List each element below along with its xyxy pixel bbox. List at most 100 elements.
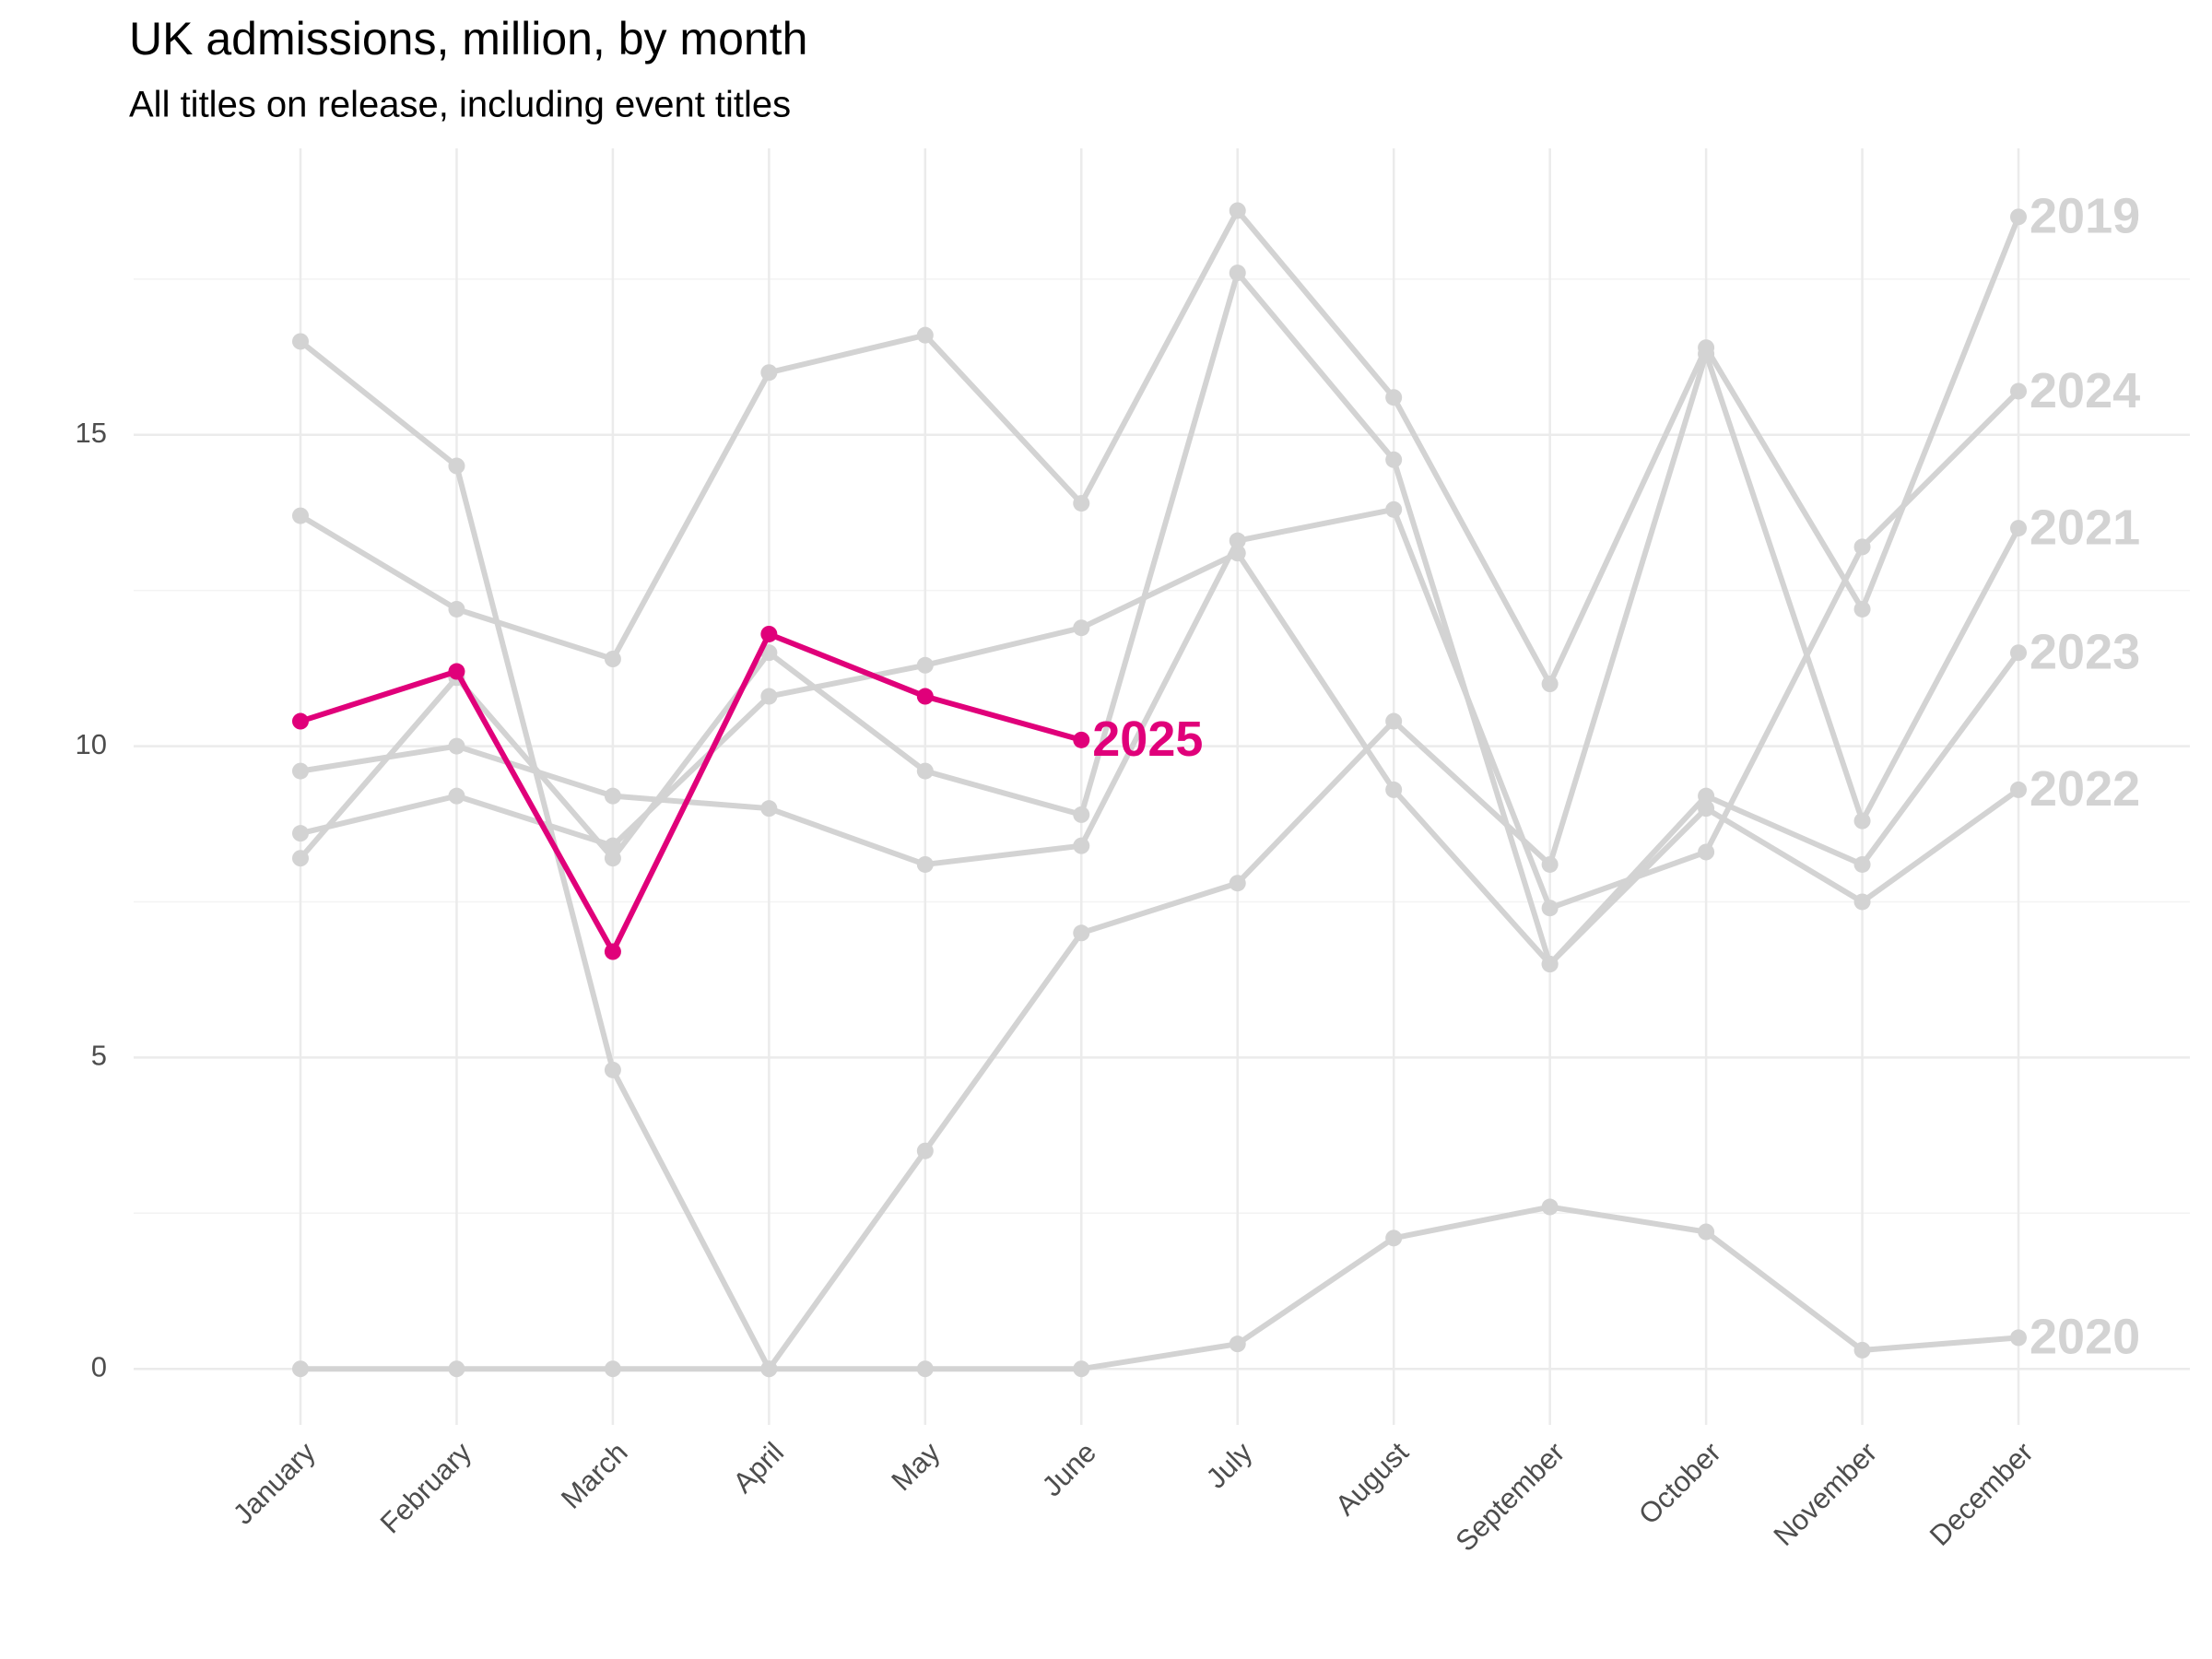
point <box>292 712 309 730</box>
point <box>292 762 309 780</box>
point <box>1385 781 1403 798</box>
plot: 2019 2020 2021 2022 2023 2024 2025 <box>292 189 2140 1378</box>
point <box>1853 600 1871 618</box>
point <box>1698 1223 1715 1241</box>
x-tick-label: January <box>227 1436 322 1531</box>
point <box>448 737 465 755</box>
point <box>1541 676 1559 693</box>
series-line <box>298 270 2020 968</box>
series-line <box>300 550 2021 968</box>
point <box>916 762 934 780</box>
point <box>292 507 309 524</box>
point <box>1073 495 1090 512</box>
point <box>1385 500 1403 518</box>
point <box>292 333 309 350</box>
point <box>1229 265 1246 282</box>
point <box>1385 451 1403 468</box>
point <box>1073 806 1090 823</box>
point <box>1385 1230 1403 1247</box>
x-tick-label: June <box>1036 1436 1102 1502</box>
x-tick-label: September <box>1449 1436 1571 1558</box>
x-tick-label: April <box>727 1436 791 1500</box>
series-line <box>300 350 2021 1372</box>
chart-title: UK admissions, million, by month <box>129 13 807 65</box>
series-label: 2021 <box>2030 500 2140 555</box>
point <box>1229 202 1246 219</box>
x-tick-label: October <box>1632 1436 1727 1531</box>
point <box>2010 382 2027 400</box>
series-label: 2020 <box>2030 1310 2140 1365</box>
point <box>2010 520 2027 537</box>
point <box>916 1142 934 1159</box>
series-label: 2022 <box>2030 761 2140 817</box>
point <box>2010 644 2027 662</box>
point <box>1853 812 1871 830</box>
point <box>760 364 778 382</box>
point <box>1385 712 1403 730</box>
point <box>604 943 621 960</box>
y-tick-label: 5 <box>91 1040 107 1072</box>
point <box>1229 1335 1246 1353</box>
series-line <box>300 389 2021 912</box>
point <box>1385 389 1403 406</box>
point <box>2010 781 2027 798</box>
grid <box>134 148 2190 1425</box>
series-line <box>299 207 2021 688</box>
point <box>448 1360 465 1378</box>
point <box>916 656 934 674</box>
series-line <box>300 630 1083 955</box>
point <box>916 688 934 705</box>
point <box>1541 956 1559 973</box>
point <box>2010 1329 2027 1347</box>
point <box>292 1360 309 1378</box>
point <box>916 1360 934 1378</box>
series-label: 2019 <box>2030 189 2140 244</box>
series-label: 2023 <box>2030 625 2140 680</box>
y-tick-label: 10 <box>76 728 107 760</box>
point <box>448 457 465 475</box>
x-tick-label: December <box>1924 1436 2040 1552</box>
point <box>1853 855 1871 873</box>
point <box>1698 843 1715 861</box>
point <box>1853 893 1871 911</box>
point <box>1541 855 1559 873</box>
point <box>1229 875 1246 892</box>
y-tick-label: 0 <box>91 1350 107 1382</box>
x-tick-label: August <box>1329 1436 1415 1522</box>
point <box>1853 538 1871 556</box>
point <box>604 837 621 854</box>
point <box>1541 1198 1559 1216</box>
point <box>1073 924 1090 942</box>
point <box>760 1360 778 1378</box>
point <box>1229 532 1246 549</box>
point <box>1073 1360 1090 1378</box>
point <box>448 663 465 680</box>
point <box>1073 837 1090 854</box>
point <box>916 326 934 344</box>
point <box>1698 787 1715 805</box>
x-tick-label: March <box>555 1436 634 1515</box>
point <box>292 850 309 867</box>
x-tick-label: July <box>1200 1436 1259 1495</box>
point <box>1073 731 1090 748</box>
point <box>1853 1341 1871 1359</box>
point <box>604 1061 621 1078</box>
point <box>760 625 778 642</box>
x-tick-label: February <box>374 1436 478 1540</box>
x-tick-label: November <box>1767 1436 1883 1552</box>
point <box>2010 208 2027 226</box>
series-label: 2024 <box>2030 363 2140 418</box>
point <box>1541 900 1559 917</box>
point <box>1073 619 1090 637</box>
point <box>604 787 621 805</box>
series-line <box>299 339 2019 1372</box>
point <box>604 651 621 667</box>
point <box>760 688 778 705</box>
point <box>448 600 465 618</box>
point <box>604 1360 621 1378</box>
x-tick-label: May <box>885 1436 947 1498</box>
point <box>760 800 778 818</box>
point <box>448 787 465 805</box>
point <box>1698 345 1715 362</box>
